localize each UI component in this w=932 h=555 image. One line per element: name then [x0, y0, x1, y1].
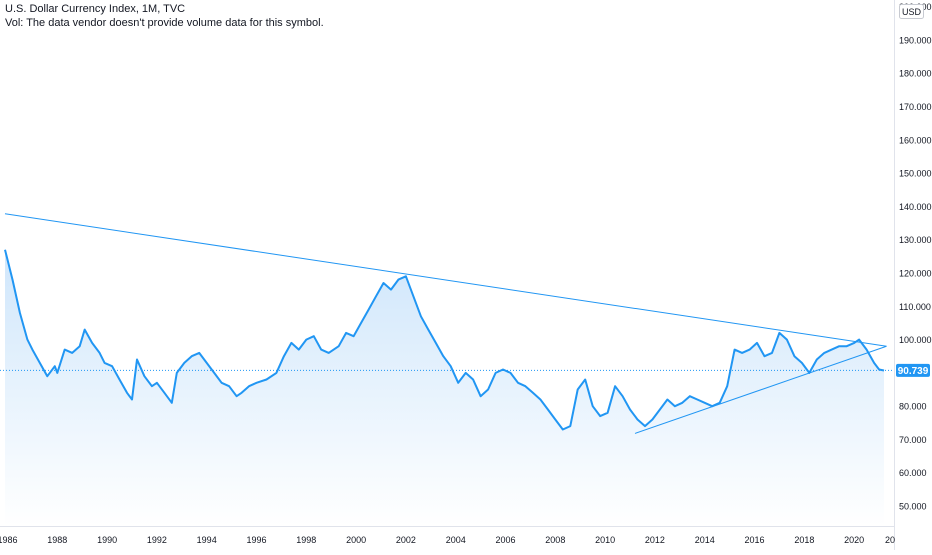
price-line	[4, 249, 885, 431]
y-tick-label: 180.000	[899, 69, 932, 79]
x-tick-label: 2014	[695, 535, 715, 545]
last-value-badge	[896, 363, 930, 377]
x-tick-label: 2012	[645, 535, 665, 545]
currency-label: USD	[902, 7, 922, 17]
volume-note: Vol: The data vendor doesn't provide vol…	[5, 17, 324, 29]
y-tick-label: 150.000	[899, 169, 932, 179]
x-tick-label: 1998	[296, 535, 316, 545]
y-tick-label: 100.000	[899, 335, 932, 345]
x-tick-label: 2002	[396, 535, 416, 545]
x-tick-label: 20	[885, 535, 895, 545]
price-axis[interactable]: 50.00060.00070.00080.00090.000100.000110…	[899, 2, 932, 511]
currency-badge	[899, 4, 924, 19]
x-tick-label: 2006	[496, 535, 516, 545]
x-tick-label: 2008	[545, 535, 565, 545]
y-tick-label: 50.000	[899, 502, 927, 512]
x-tick-label: 1988	[47, 535, 67, 545]
y-tick-label: 70.000	[899, 435, 927, 445]
chart-title: U.S. Dollar Currency Index, 1M, TVC	[5, 3, 186, 15]
x-tick-label: 2000	[346, 535, 366, 545]
trendline-support[interactable]	[634, 345, 887, 434]
x-tick-label: 2004	[446, 535, 466, 545]
x-tick-label: 1986	[0, 535, 17, 545]
x-tick-label: 1996	[246, 535, 266, 545]
price-area	[5, 249, 884, 526]
last-value-label: 90.739	[898, 366, 929, 377]
x-tick-label: 1994	[197, 535, 217, 545]
y-tick-label: 60.000	[899, 468, 927, 478]
x-tick-label: 2020	[844, 535, 864, 545]
y-tick-label: 160.000	[899, 135, 932, 145]
y-tick-label: 190.000	[899, 35, 932, 45]
y-tick-label: 120.000	[899, 268, 932, 278]
x-tick-label: 2016	[745, 535, 765, 545]
y-tick-label: 110.000	[899, 302, 931, 312]
x-tick-label: 2018	[794, 535, 814, 545]
x-tick-label: 2010	[595, 535, 615, 545]
y-tick-label: 140.000	[899, 202, 932, 212]
y-tick-label: 80.000	[899, 402, 927, 412]
x-tick-label: 1990	[97, 535, 117, 545]
y-tick-label: 130.000	[899, 235, 932, 245]
x-tick-label: 1992	[147, 535, 167, 545]
y-tick-label: 170.000	[899, 102, 932, 112]
time-axis[interactable]: 1986 1988 1990 1992 1994 1996 1998 2000 2002 2004…	[0, 535, 895, 545]
trendline-resistance[interactable]	[4, 213, 887, 347]
